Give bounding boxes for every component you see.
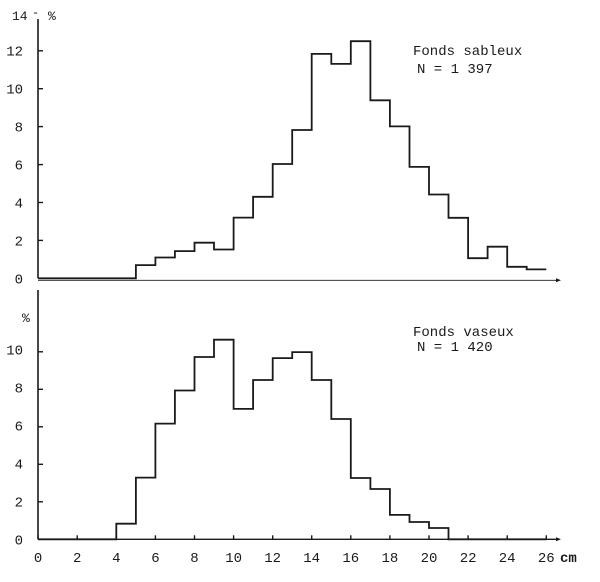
svg-text:6: 6 [151,551,159,567]
svg-text:20: 20 [421,551,438,567]
svg-text:10: 10 [6,83,23,99]
svg-text:4: 4 [112,551,120,567]
svg-text:2: 2 [15,496,23,512]
svg-text:8: 8 [190,551,198,567]
svg-text:N = 1 397: N = 1 397 [417,62,493,78]
svg-text:10: 10 [6,344,23,360]
svg-text:10: 10 [225,551,242,567]
svg-text:2: 2 [15,235,23,251]
svg-text:2: 2 [73,551,81,567]
svg-text:8: 8 [15,382,23,398]
svg-text:4: 4 [15,197,23,213]
svg-text:24: 24 [499,551,516,567]
svg-text:4: 4 [15,458,23,474]
svg-text:Fonds sableux: Fonds sableux [413,44,522,60]
svg-text:%: % [48,9,56,24]
svg-text:26: 26 [538,551,555,567]
svg-text:Fonds vaseux: Fonds vaseux [413,325,514,341]
svg-text:14: 14 [303,551,320,567]
svg-text:-: - [32,6,39,20]
svg-text:18: 18 [381,551,398,567]
svg-text:16: 16 [342,551,359,567]
svg-text:N = 1 420: N = 1 420 [417,340,493,356]
svg-text:6: 6 [15,159,23,175]
svg-text:12: 12 [6,45,23,61]
svg-text:0: 0 [15,534,23,550]
svg-text:8: 8 [15,121,23,137]
svg-text:14: 14 [12,9,28,24]
svg-text:12: 12 [264,551,281,567]
svg-text:0: 0 [15,273,23,289]
svg-text:6: 6 [15,420,23,436]
svg-text:cm: cm [560,551,577,567]
svg-text:%: % [22,311,30,326]
svg-text:0: 0 [34,551,42,567]
svg-text:22: 22 [460,551,477,567]
